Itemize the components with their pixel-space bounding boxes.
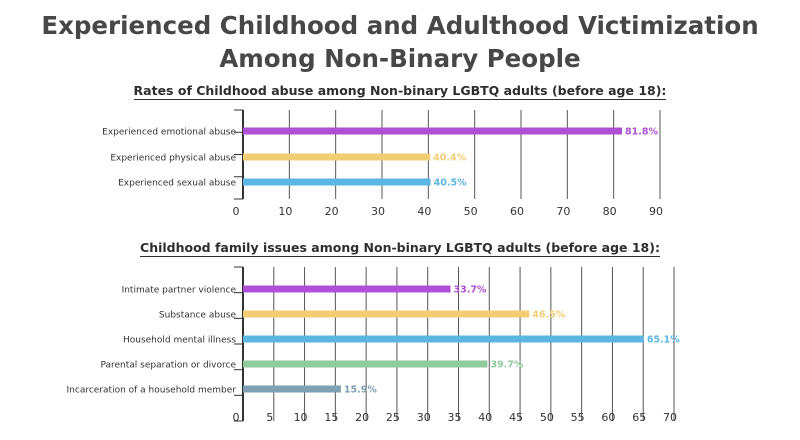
chart2-value-label: 39.7%: [490, 360, 523, 371]
chart2-bar: [243, 285, 451, 293]
chart2-category-label: Incarceration of a household member: [67, 386, 237, 396]
chart1-category-label: Experienced emotional abuse: [102, 128, 236, 138]
chart2-category-label: Household mental illness: [123, 336, 236, 346]
main-title-line-1: Experienced Childhood and Adulthood Vict…: [41, 11, 759, 40]
chart1-x-tick-label: 0: [233, 205, 240, 218]
main-title-line-2: Among Non-Binary People: [219, 44, 581, 73]
chart1-x-tick-label: 10: [278, 205, 292, 218]
chart2-x-tick-label: 55: [571, 411, 585, 424]
chart1-value-label: 40.4%: [433, 153, 466, 164]
chart2-x-tick-label: 0: [233, 411, 240, 424]
chart1-bar: [243, 153, 431, 161]
chart2-title: Childhood family issues among Non-binary…: [140, 240, 660, 257]
chart1-x-tick-label: 40: [417, 205, 431, 218]
chart1-x-tick-label: 90: [649, 205, 663, 218]
chart2-x-tick-label: 35: [448, 411, 462, 424]
chart1-x-tick-label: 60: [510, 205, 524, 218]
chart2-bar: [243, 360, 488, 368]
chart2-bar: [243, 335, 644, 343]
chart1-x-tick-label: 70: [556, 205, 570, 218]
chart1-value-label: 40.5%: [434, 178, 467, 189]
chart2-bar: [243, 385, 341, 393]
chart2-value-label: 65.1%: [647, 335, 680, 346]
chart2-x-tick-label: 70: [663, 411, 677, 424]
chart1-bar: [243, 178, 431, 186]
chart2-x-tick-label: 15: [324, 411, 338, 424]
chart1-category-label: Experienced sexual abuse: [118, 179, 236, 189]
chart2-category-label: Intimate partner violence: [122, 286, 237, 296]
chart2-x-tick-label: 45: [509, 411, 523, 424]
chart1-x-tick-label: 20: [325, 205, 339, 218]
chart1-value-label: 81.8%: [625, 127, 658, 138]
chart2-x-tick-label: 5: [266, 411, 273, 424]
chart1-category-label: Experienced physical abuse: [110, 154, 236, 164]
chart2-x-tick-label: 40: [478, 411, 492, 424]
chart2-x-tick-label: 60: [601, 411, 615, 424]
chart2-x-tick-label: 10: [294, 411, 308, 424]
chart2-x-tick-label: 25: [386, 411, 400, 424]
chart2-category-label: Parental separation or divorce: [100, 361, 236, 371]
chart1-bar: [243, 127, 623, 135]
chart1-x-tick-label: 80: [603, 205, 617, 218]
chart2-x-tick-label: 30: [417, 411, 431, 424]
chart2-bar: [243, 310, 530, 318]
chart2-value-label: 33.7%: [453, 285, 486, 296]
chart1-x-tick-label: 30: [371, 205, 385, 218]
chart2-value-label: 15.9%: [344, 385, 377, 396]
chart1-x-tick-label: 50: [464, 205, 478, 218]
chart2-x-tick-label: 50: [540, 411, 554, 424]
chart2-x-tick-label: 20: [355, 411, 369, 424]
chart1-title: Rates of Childhood abuse among Non-binar…: [133, 83, 667, 100]
chart2-x-tick-label: 65: [632, 411, 646, 424]
chart2-value-label: 46.5%: [532, 310, 565, 321]
chart2-category-label: Substance abuse: [159, 311, 237, 321]
